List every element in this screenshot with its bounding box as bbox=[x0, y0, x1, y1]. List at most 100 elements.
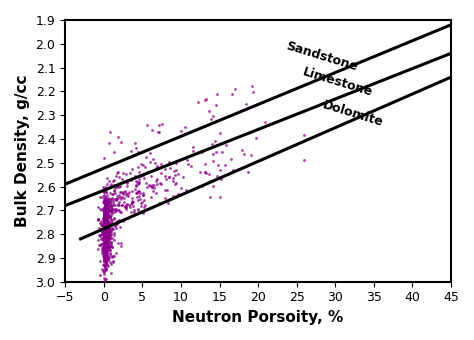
Point bbox=[153, 182, 161, 187]
Point bbox=[100, 248, 108, 253]
Point bbox=[149, 189, 157, 194]
Point bbox=[101, 254, 109, 259]
Point bbox=[100, 189, 108, 194]
Point bbox=[101, 276, 109, 282]
Point bbox=[117, 243, 125, 249]
Point bbox=[141, 202, 149, 207]
Point bbox=[101, 238, 109, 243]
Point bbox=[102, 207, 109, 212]
Point bbox=[216, 130, 224, 136]
Point bbox=[177, 128, 185, 134]
Point bbox=[101, 235, 109, 240]
Point bbox=[137, 200, 145, 205]
Point bbox=[122, 207, 130, 212]
Point bbox=[101, 245, 109, 251]
Point bbox=[162, 195, 169, 201]
Point bbox=[144, 184, 151, 190]
Point bbox=[104, 221, 112, 226]
Point bbox=[103, 234, 110, 239]
Point bbox=[136, 176, 143, 182]
Point bbox=[118, 189, 125, 195]
Point bbox=[102, 233, 110, 238]
Point bbox=[100, 212, 108, 217]
Point bbox=[97, 221, 104, 226]
Point bbox=[100, 229, 108, 235]
Point bbox=[99, 244, 106, 250]
Point bbox=[103, 255, 110, 260]
Point bbox=[96, 258, 104, 264]
Point bbox=[169, 178, 176, 183]
Point bbox=[106, 222, 114, 227]
Point bbox=[128, 196, 136, 201]
Point bbox=[99, 223, 106, 228]
Point bbox=[149, 185, 156, 190]
Point bbox=[101, 254, 109, 259]
Point bbox=[102, 186, 109, 192]
Point bbox=[102, 246, 109, 252]
Point bbox=[101, 218, 109, 223]
Point bbox=[100, 221, 108, 227]
Point bbox=[100, 232, 108, 238]
Point bbox=[101, 241, 109, 246]
Point bbox=[101, 254, 109, 259]
Point bbox=[110, 187, 118, 192]
Point bbox=[102, 218, 109, 223]
Point bbox=[115, 217, 123, 222]
Point bbox=[100, 238, 108, 243]
Point bbox=[112, 196, 119, 202]
Point bbox=[174, 171, 182, 176]
Point bbox=[104, 229, 111, 234]
Point bbox=[100, 231, 108, 236]
Point bbox=[103, 244, 110, 249]
Point bbox=[103, 232, 110, 237]
Point bbox=[102, 227, 109, 233]
Point bbox=[102, 267, 109, 273]
Point bbox=[102, 236, 110, 241]
Point bbox=[101, 222, 109, 228]
Point bbox=[100, 278, 108, 284]
Point bbox=[106, 222, 114, 227]
Point bbox=[100, 235, 108, 241]
Point bbox=[104, 226, 112, 232]
Point bbox=[101, 212, 109, 218]
Point bbox=[100, 230, 108, 235]
Point bbox=[153, 164, 161, 169]
Point bbox=[101, 239, 109, 244]
Point bbox=[107, 230, 115, 236]
Point bbox=[132, 178, 139, 184]
Point bbox=[103, 232, 110, 238]
Point bbox=[242, 101, 250, 106]
Point bbox=[100, 228, 108, 234]
Point bbox=[104, 219, 111, 224]
Point bbox=[107, 232, 114, 238]
Point bbox=[213, 173, 221, 178]
Point bbox=[100, 197, 108, 202]
Point bbox=[134, 188, 142, 193]
Point bbox=[253, 136, 260, 141]
Point bbox=[102, 220, 109, 225]
Point bbox=[99, 230, 107, 236]
Point bbox=[106, 231, 113, 236]
Point bbox=[100, 232, 108, 237]
Point bbox=[112, 206, 119, 211]
Point bbox=[101, 265, 109, 271]
Point bbox=[102, 214, 110, 219]
Point bbox=[106, 208, 114, 213]
Point bbox=[100, 199, 108, 204]
Point bbox=[105, 201, 112, 206]
Point bbox=[100, 224, 108, 229]
Point bbox=[100, 221, 108, 226]
Point bbox=[103, 239, 110, 245]
Point bbox=[110, 253, 118, 259]
Point bbox=[106, 248, 114, 253]
Point bbox=[121, 189, 129, 194]
Point bbox=[102, 207, 110, 212]
Point bbox=[101, 240, 109, 245]
Point bbox=[100, 268, 108, 274]
Point bbox=[103, 224, 111, 229]
Point bbox=[103, 215, 110, 220]
Point bbox=[100, 233, 108, 238]
Point bbox=[99, 230, 106, 235]
Point bbox=[99, 194, 106, 200]
Point bbox=[109, 226, 117, 232]
